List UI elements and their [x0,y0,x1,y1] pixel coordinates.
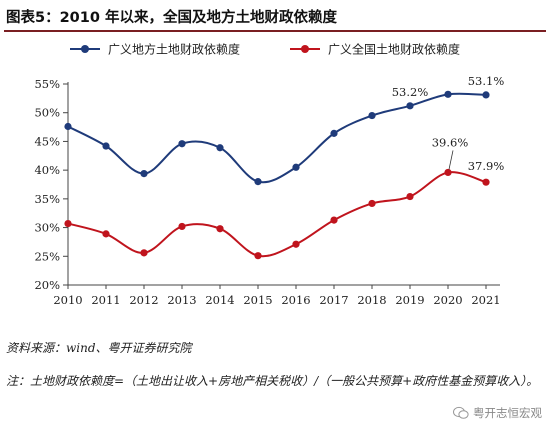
x-tick-label: 2021 [471,293,500,307]
data-point [444,90,452,98]
series-line [67,171,487,258]
data-point [368,111,376,120]
label-leader-line [448,150,454,170]
x-tick-label: 2015 [243,293,272,307]
x-tick-label: 2010 [53,293,82,307]
data-point [292,163,300,171]
title-divider [4,30,546,32]
y-tick-label: 40% [34,163,60,177]
x-tick-label: 2020 [433,293,462,307]
x-tick-label: 2012 [129,293,158,307]
x-tick-label: 2011 [91,293,120,307]
data-point [444,168,452,177]
data-point [102,142,110,150]
x-tick-label: 2014 [205,293,234,307]
data-point [102,230,110,238]
chart-title: 图表5：2010 年以来，全国及地方土地财政依赖度 [6,10,337,26]
data-point [216,144,224,152]
data-label: 53.1% [468,74,505,88]
data-point [482,178,490,186]
wechat-icon [453,406,469,419]
y-tick-label: 55% [34,77,60,91]
x-tick-label: 2018 [357,293,386,307]
data-point [178,140,186,148]
x-tick-label: 2013 [167,293,196,307]
data-point [482,91,490,99]
x-tick-label: 2019 [395,293,424,307]
data-point [140,249,148,257]
y-tick-label: 35% [34,192,60,206]
data-point [64,122,72,131]
footnote-text: 注：土地财政依赖度=（土地出让收入+房地产相关税收）/（一般公共预算+政府性基金… [6,374,539,388]
legend-label: 广义地方土地财政依赖度 [108,42,240,57]
data-label: 53.2% [392,85,429,99]
data-point [368,199,376,208]
data-point [292,240,300,248]
data-point [406,102,414,110]
data-label: 37.9% [468,159,505,173]
legend-label: 广义全国土地财政依赖度 [328,42,460,57]
y-tick-label: 30% [34,221,60,235]
source-text: 资料来源：wind、粤开证券研究院 [6,341,192,355]
legend-swatch-marker [301,45,309,53]
y-tick-label: 25% [34,249,60,263]
data-point [330,216,338,224]
y-tick-label: 20% [34,278,60,292]
y-tick-label: 45% [34,134,60,148]
data-point [216,225,224,233]
data-point [140,169,148,178]
data-point [64,219,72,228]
data-point [254,252,262,260]
line-chart: 20% 25% 30% 35% 40% 45% 50% 55% 2010 2011 2012 2013… [34,42,505,308]
y-tick-label: 50% [34,106,60,120]
x-tick-label: 2017 [319,293,348,307]
data-label: 39.6% [432,135,469,149]
data-point [254,178,262,186]
data-point [406,192,414,201]
series-line [67,92,487,184]
watermark: 粤开志恒宏观 [453,405,542,421]
legend-swatch-marker [81,45,89,53]
x-tick-label: 2016 [281,293,310,307]
data-point [330,129,338,137]
data-point [178,222,186,231]
watermark-text: 粤开志恒宏观 [473,406,542,420]
